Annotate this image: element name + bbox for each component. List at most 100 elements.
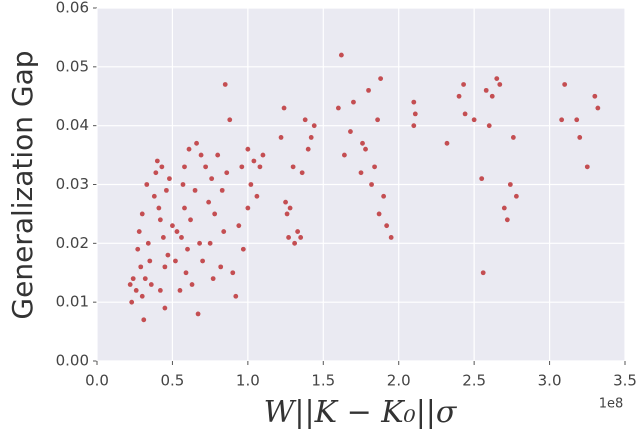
point bbox=[236, 223, 242, 229]
point bbox=[153, 170, 159, 176]
point bbox=[221, 229, 227, 234]
point bbox=[188, 217, 193, 223]
point bbox=[139, 293, 145, 299]
y-tick-label: 0.02 bbox=[56, 234, 89, 252]
point bbox=[133, 288, 139, 293]
point bbox=[501, 205, 507, 211]
point bbox=[366, 87, 371, 93]
point bbox=[376, 211, 382, 217]
point bbox=[510, 135, 516, 140]
point bbox=[245, 146, 251, 152]
point bbox=[219, 187, 225, 193]
point bbox=[257, 164, 263, 170]
point bbox=[192, 187, 198, 193]
x-tick-label: 0.0 bbox=[85, 372, 109, 390]
point bbox=[215, 152, 221, 158]
point bbox=[182, 164, 187, 170]
x-tick-label: 2.0 bbox=[387, 372, 411, 390]
point bbox=[129, 299, 135, 305]
point bbox=[163, 187, 169, 193]
point bbox=[157, 217, 163, 223]
point bbox=[203, 164, 209, 170]
point bbox=[159, 164, 165, 170]
x-tick-label: 2.5 bbox=[462, 372, 486, 390]
point bbox=[411, 99, 417, 105]
point bbox=[456, 93, 462, 99]
point bbox=[173, 258, 178, 264]
point bbox=[278, 135, 284, 140]
point bbox=[148, 282, 154, 287]
point bbox=[248, 182, 254, 187]
point bbox=[147, 258, 153, 264]
point bbox=[157, 288, 163, 293]
point bbox=[170, 223, 175, 229]
y-axis-label: Generalization Gap bbox=[6, 50, 39, 319]
point bbox=[494, 76, 500, 81]
point bbox=[299, 170, 305, 176]
point bbox=[507, 182, 513, 187]
point bbox=[160, 235, 166, 240]
y-tick-label: 0.04 bbox=[56, 116, 89, 134]
point bbox=[412, 111, 418, 117]
point bbox=[245, 205, 251, 211]
point bbox=[286, 235, 291, 240]
point bbox=[292, 240, 298, 246]
point bbox=[471, 117, 477, 123]
point bbox=[283, 199, 288, 205]
point bbox=[197, 240, 202, 246]
point bbox=[135, 246, 141, 252]
point bbox=[358, 170, 364, 176]
point bbox=[198, 152, 204, 158]
point bbox=[185, 246, 190, 252]
point bbox=[592, 93, 598, 99]
x-offset-label: 1e8 bbox=[599, 397, 624, 412]
point bbox=[186, 146, 192, 152]
point bbox=[180, 182, 186, 187]
y-tick-label: 0.06 bbox=[56, 0, 89, 17]
point bbox=[209, 176, 215, 182]
point bbox=[139, 211, 145, 217]
point bbox=[462, 111, 468, 117]
point bbox=[233, 293, 239, 299]
x-tick-label: 1.5 bbox=[311, 372, 335, 390]
point bbox=[290, 164, 296, 170]
point bbox=[479, 176, 485, 182]
point bbox=[210, 276, 216, 282]
point bbox=[194, 140, 199, 146]
point bbox=[182, 205, 187, 211]
point bbox=[130, 276, 136, 282]
point bbox=[375, 117, 380, 123]
point bbox=[165, 252, 171, 258]
point bbox=[562, 82, 568, 87]
point bbox=[335, 105, 341, 111]
point bbox=[497, 82, 503, 87]
point bbox=[411, 123, 417, 129]
point bbox=[162, 305, 168, 311]
point bbox=[480, 270, 486, 276]
point bbox=[179, 235, 184, 240]
point bbox=[154, 158, 160, 164]
point bbox=[302, 117, 308, 123]
point bbox=[295, 229, 301, 234]
point bbox=[183, 270, 189, 276]
y-tick-label: 0.03 bbox=[56, 175, 89, 193]
point bbox=[342, 152, 347, 158]
point bbox=[218, 264, 224, 270]
point bbox=[189, 282, 195, 287]
y-tick-label: 0.01 bbox=[56, 293, 89, 311]
y-tick-label: 0.00 bbox=[56, 352, 89, 370]
point bbox=[142, 276, 148, 282]
point bbox=[145, 240, 151, 246]
point bbox=[369, 182, 374, 187]
x-tick-label: 3.0 bbox=[538, 372, 562, 390]
point bbox=[372, 164, 377, 170]
point bbox=[388, 235, 394, 240]
point bbox=[207, 240, 213, 246]
point bbox=[381, 193, 387, 199]
point bbox=[384, 223, 390, 229]
point bbox=[584, 164, 590, 170]
point bbox=[308, 135, 314, 140]
point bbox=[574, 117, 580, 123]
point bbox=[195, 311, 201, 317]
point bbox=[230, 270, 236, 276]
